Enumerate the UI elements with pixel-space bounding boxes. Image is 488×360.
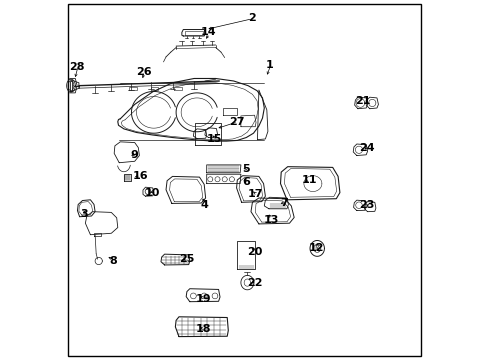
Text: 15: 15: [206, 134, 221, 144]
Text: 9: 9: [130, 150, 139, 160]
Text: 4: 4: [201, 200, 208, 210]
Text: 14: 14: [200, 27, 216, 37]
Text: 6: 6: [242, 177, 250, 187]
Text: 23: 23: [359, 200, 374, 210]
Text: 8: 8: [109, 256, 117, 266]
Text: 25: 25: [179, 254, 194, 264]
Text: 7: 7: [280, 198, 287, 208]
Text: 2: 2: [247, 13, 255, 23]
Text: 22: 22: [247, 278, 263, 288]
Text: 18: 18: [195, 324, 210, 334]
Text: 28: 28: [69, 62, 85, 72]
Text: 26: 26: [136, 67, 151, 77]
Text: 5: 5: [242, 164, 249, 174]
Text: 11: 11: [301, 175, 316, 185]
Text: 3: 3: [81, 209, 88, 219]
Text: 17: 17: [247, 189, 263, 199]
Text: 20: 20: [247, 247, 263, 257]
Text: 1: 1: [265, 60, 273, 70]
Text: 19: 19: [195, 294, 210, 304]
Text: 21: 21: [355, 96, 370, 106]
Text: 27: 27: [229, 117, 244, 127]
Text: 16: 16: [132, 171, 147, 181]
Text: 10: 10: [145, 188, 160, 198]
Text: 13: 13: [263, 215, 279, 225]
Text: 12: 12: [308, 243, 324, 253]
Text: 24: 24: [358, 143, 374, 153]
